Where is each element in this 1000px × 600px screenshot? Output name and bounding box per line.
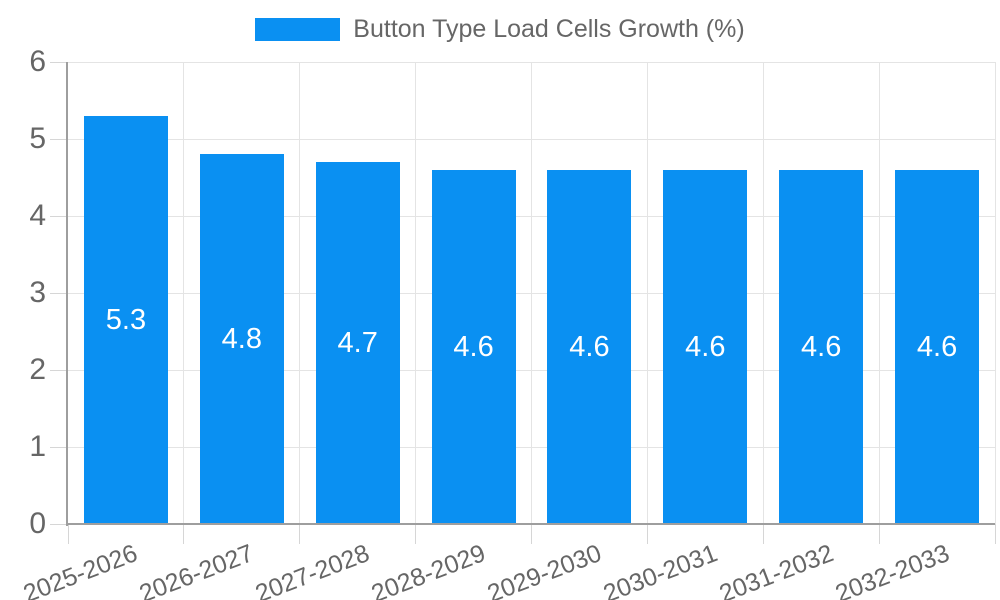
x-axis-tick-label: 2029-2030 xyxy=(483,539,606,600)
bar-value-label: 4.6 xyxy=(685,330,726,363)
y-axis-tick-label: 4 xyxy=(29,199,46,232)
v-gridline xyxy=(994,62,996,524)
x-axis-tick-label: 2025-2026 xyxy=(19,539,142,600)
x-tick-mark xyxy=(531,524,532,544)
bar-value-label: 5.3 xyxy=(105,303,147,336)
v-gridline xyxy=(646,62,648,524)
bar[interactable] xyxy=(547,169,632,524)
y-axis-tick-label: 1 xyxy=(29,430,46,463)
v-gridline xyxy=(762,62,764,524)
x-axis-tick-label: 2027-2028 xyxy=(251,539,374,600)
x-tick-mark xyxy=(299,524,301,544)
x-axis-line xyxy=(66,523,995,525)
y-axis-tick-label: 0 xyxy=(29,507,46,540)
bar[interactable] xyxy=(663,169,748,524)
x-tick-mark xyxy=(762,524,764,544)
y-axis-tick-label: 6 xyxy=(29,45,46,78)
bar[interactable] xyxy=(199,154,284,524)
v-gridline xyxy=(299,62,301,524)
bar[interactable] xyxy=(895,169,980,524)
y-tick-mark xyxy=(50,138,68,140)
v-gridline xyxy=(531,62,532,524)
y-axis-tick-label: 5 xyxy=(29,122,46,155)
y-axis-tick-label: 2 xyxy=(29,353,46,386)
legend-label: Button Type Load Cells Growth (%) xyxy=(353,15,745,43)
y-tick-mark xyxy=(50,292,68,294)
x-tick-mark xyxy=(994,524,996,544)
bar[interactable] xyxy=(83,115,168,524)
y-tick-mark xyxy=(50,61,68,63)
bar-value-label: 4.6 xyxy=(569,330,610,363)
y-tick-mark xyxy=(50,215,68,217)
x-axis-tick-label: 2026-2027 xyxy=(135,539,258,600)
v-gridline xyxy=(878,62,880,524)
x-tick-mark xyxy=(183,524,185,544)
x-tick-mark xyxy=(67,524,69,544)
x-axis-tick-label: 2030-2031 xyxy=(599,539,721,600)
bar-value-label: 4.8 xyxy=(221,323,262,356)
x-axis-tick-label: 2032-2033 xyxy=(831,539,953,600)
x-tick-mark xyxy=(415,524,417,544)
bar-value-label: 4.6 xyxy=(916,330,958,363)
bar-value-label: 4.6 xyxy=(453,330,494,363)
v-gridline xyxy=(415,62,417,524)
chart-legend[interactable]: Button Type Load Cells Growth (%) xyxy=(0,17,1000,42)
v-gridline xyxy=(183,62,185,524)
x-axis-tick-label: 2031-2032 xyxy=(715,539,837,600)
bar[interactable] xyxy=(315,162,400,524)
y-tick-mark xyxy=(50,446,68,448)
legend-color-swatch xyxy=(255,18,341,41)
y-tick-mark xyxy=(50,369,68,371)
bar[interactable] xyxy=(431,169,516,524)
bar-value-label: 4.6 xyxy=(801,330,842,363)
y-tick-mark xyxy=(50,523,68,525)
x-tick-mark xyxy=(646,524,648,544)
y-axis-line xyxy=(66,62,68,526)
x-tick-mark xyxy=(878,524,880,544)
y-axis-tick-label: 3 xyxy=(29,276,46,309)
bar-value-label: 4.7 xyxy=(337,327,378,360)
bar[interactable] xyxy=(779,169,864,524)
x-axis-tick-label: 2028-2029 xyxy=(367,539,490,600)
